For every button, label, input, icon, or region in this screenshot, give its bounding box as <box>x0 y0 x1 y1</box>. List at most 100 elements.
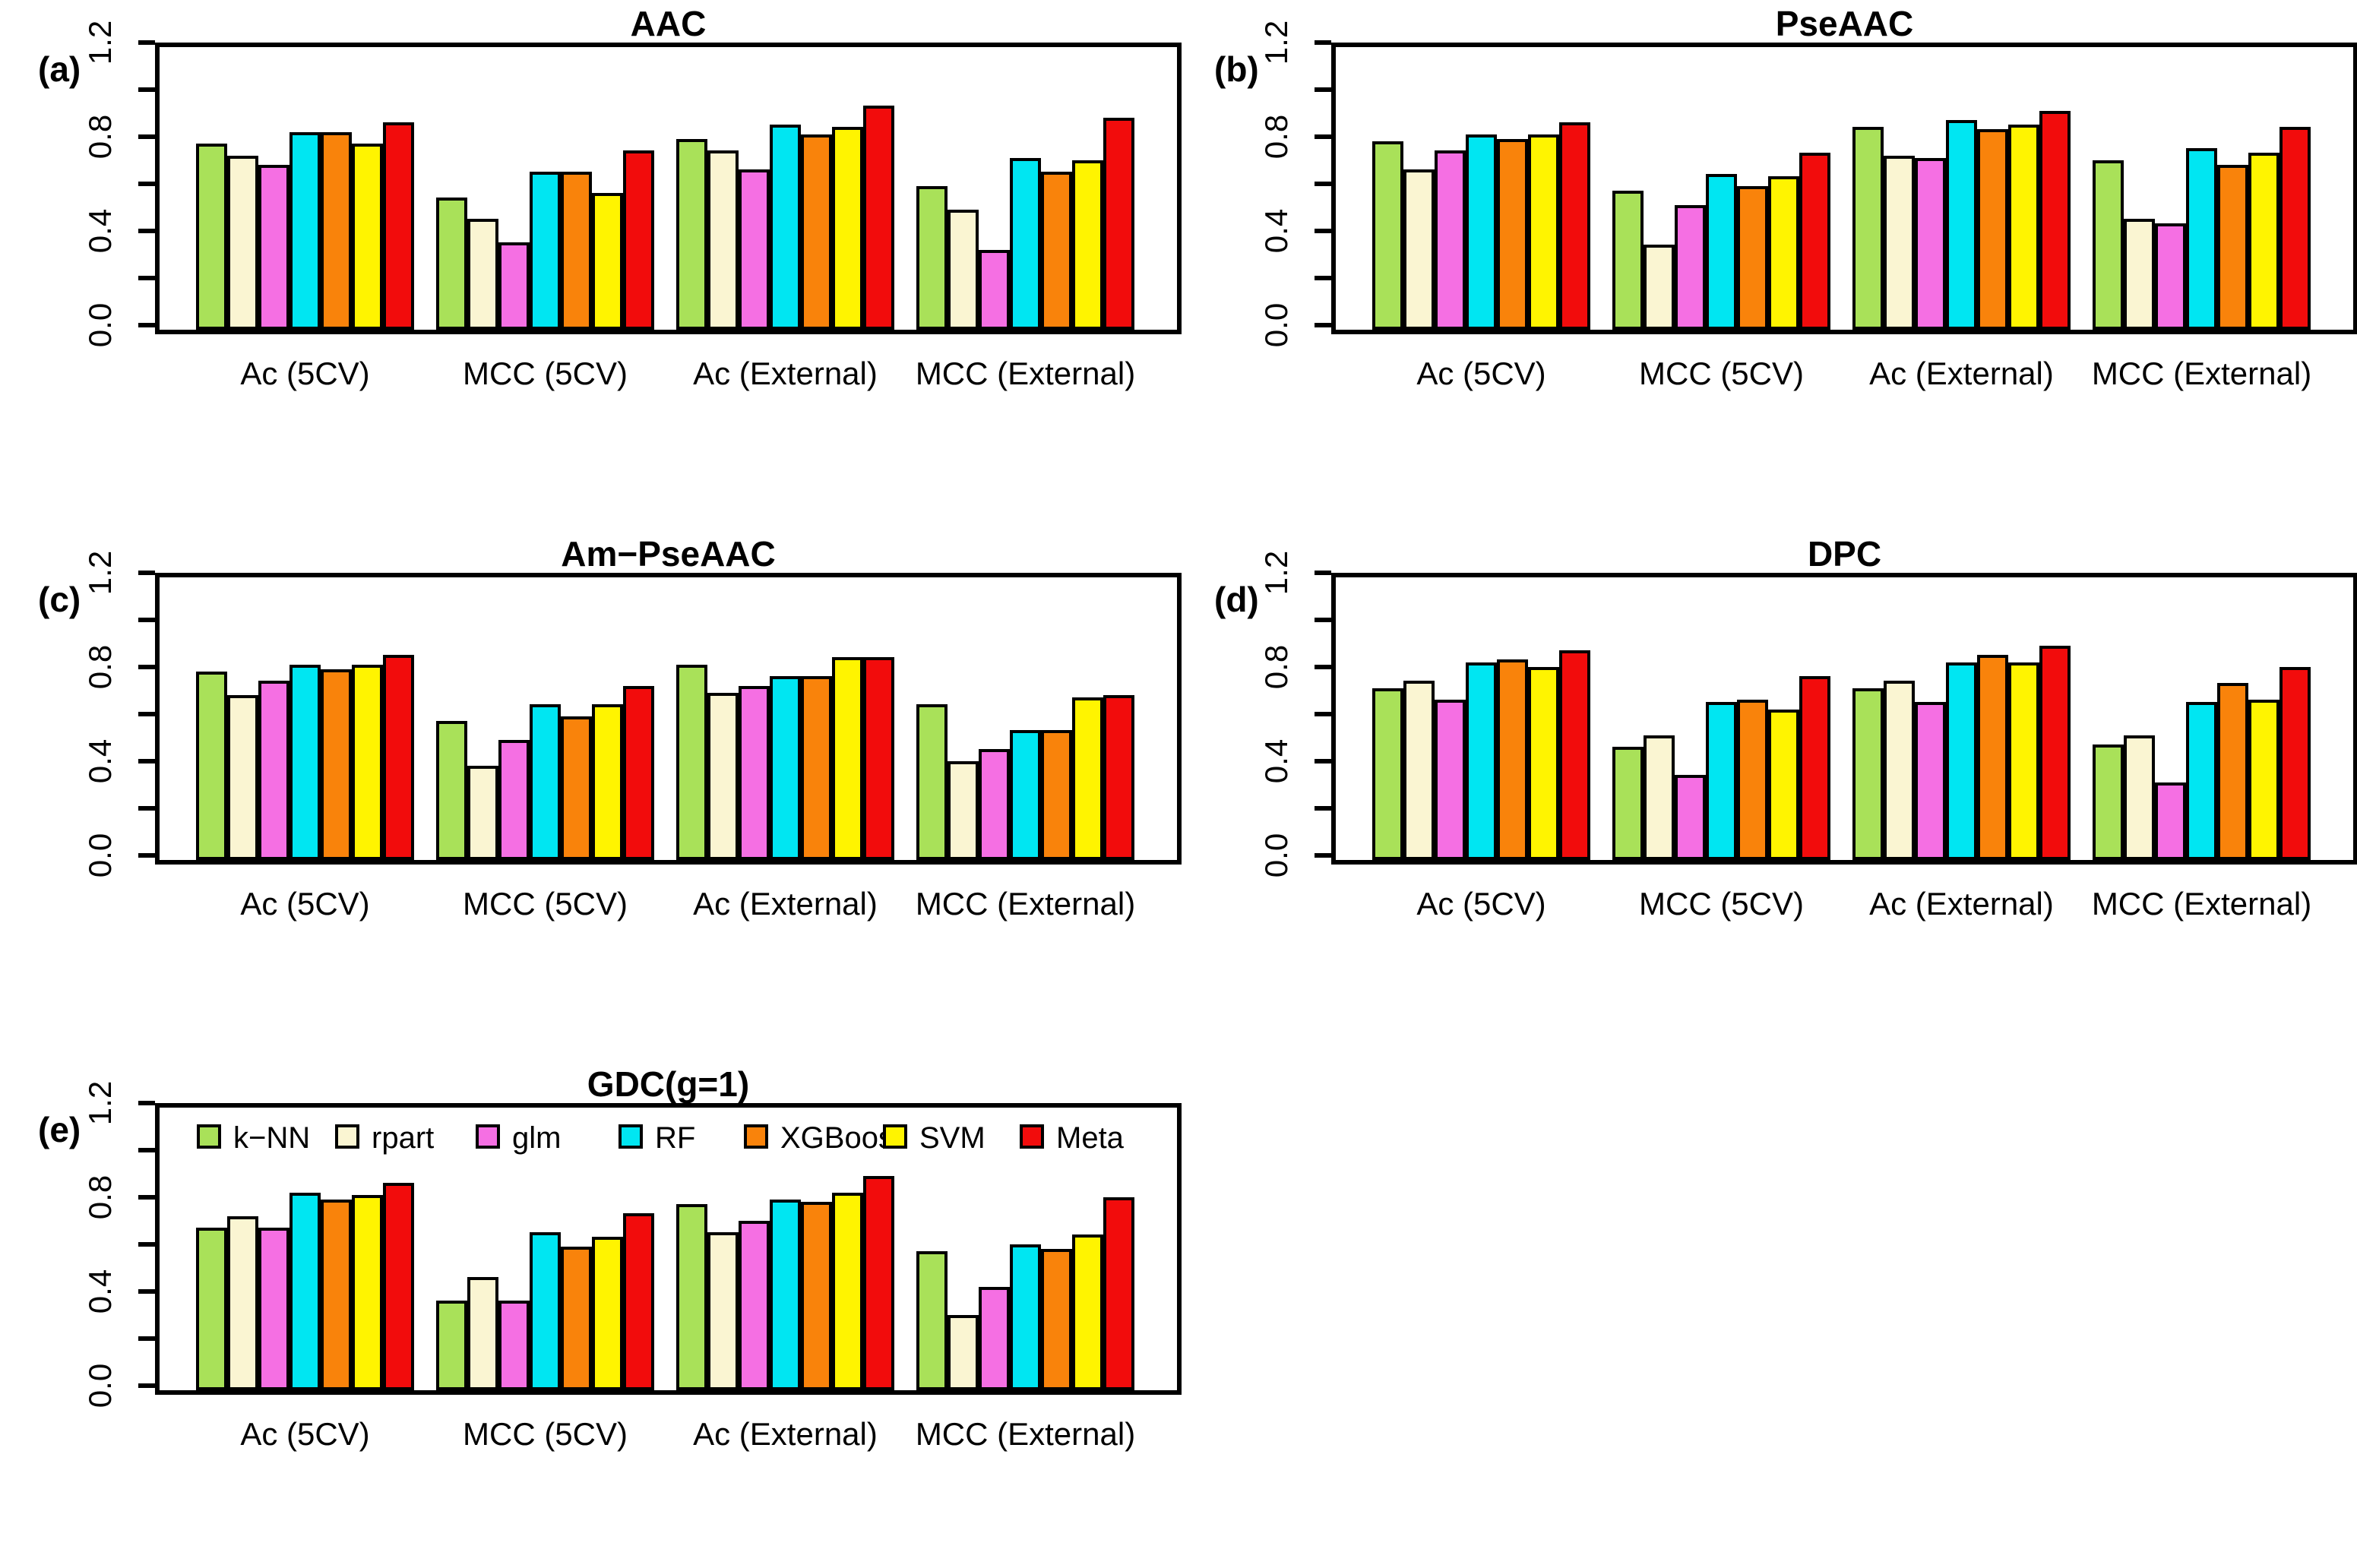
plot-inner: k−NN rpart glm RF XGBoost SVM Meta <box>160 1108 1177 1390</box>
bar-glm-ac-external <box>1915 158 1946 330</box>
x-axis-category-label: MCC (5CV) <box>1639 356 1804 391</box>
bar-k-nn-ac-external <box>1852 127 1884 330</box>
bar-rpart-mcc-5cv <box>1644 735 1675 860</box>
bar-k-nn-ac-external <box>676 1204 707 1390</box>
bar-glm-ac-external <box>739 1221 770 1390</box>
bar-rf-mcc-external <box>2186 702 2217 860</box>
bar-k-nn-ac-external <box>1852 688 1884 860</box>
legend-label: rpart <box>372 1121 435 1155</box>
bar-meta-ac-external <box>863 1176 894 1390</box>
x-axis-category-label: MCC (External) <box>915 886 1136 922</box>
bar-svm-mcc-5cv <box>1768 176 1799 330</box>
bar-k-nn-mcc-external <box>2093 160 2124 330</box>
bar-rf-ac-external <box>770 676 801 860</box>
bar-rf-ac-external <box>1946 662 1977 860</box>
bar-rpart-mcc-5cv <box>1644 245 1675 330</box>
bar-rf-mcc-external <box>2186 148 2217 330</box>
legend-swatch-rpart <box>335 1124 359 1149</box>
bar-glm-mcc-external <box>979 1287 1010 1390</box>
x-axis-category-label: Ac (External) <box>1869 356 2054 391</box>
bar-svm-mcc-external <box>2248 153 2279 330</box>
bar-meta-ac-5cv <box>1559 650 1590 860</box>
x-axis-category-label: MCC (External) <box>915 356 1136 391</box>
bar-k-nn-ac-external <box>676 139 707 330</box>
bar-k-nn-ac-5cv <box>196 672 227 860</box>
bar-glm-mcc-external <box>2155 782 2186 860</box>
chart-panel-pseaac: (b) PseAAC 0.0 0.4 0.8 1.2 Ac (5CV) MCC (5CV) Ac… <box>1176 0 2357 530</box>
y-axis-tick <box>138 1383 155 1388</box>
bar-k-nn-ac-5cv <box>1372 141 1403 330</box>
chart-title: GDC(g=1) <box>587 1064 750 1104</box>
bar-rf-mcc-5cv <box>530 172 561 330</box>
bar-rf-mcc-external <box>1010 1244 1041 1390</box>
chart-panel-aac: (a) AAC 0.0 0.4 0.8 1.2 Ac (5CV) MCC (5CV) Ac (E… <box>0 0 1182 530</box>
panel-letter: (b) <box>1214 49 1259 89</box>
y-axis-tick-label: 1.2 <box>82 1080 118 1126</box>
x-axis-category-label: MCC (External) <box>915 1416 1136 1452</box>
bar-rpart-ac-5cv <box>1403 681 1435 860</box>
bar-rpart-mcc-external <box>948 210 979 330</box>
bar-rpart-ac-5cv <box>1403 169 1435 330</box>
bar-svm-ac-external <box>832 127 863 330</box>
bar-svm-mcc-5cv <box>592 193 623 330</box>
bar-rf-ac-external <box>770 125 801 330</box>
bar-meta-mcc-5cv <box>1799 676 1830 860</box>
bar-rpart-ac-external <box>707 150 739 330</box>
bar-svm-ac-external <box>2008 125 2039 330</box>
bar-k-nn-mcc-5cv <box>436 198 467 330</box>
chart-title: AAC <box>630 4 707 43</box>
bar-rpart-mcc-external <box>948 1315 979 1390</box>
y-axis-tick <box>138 712 155 716</box>
y-axis-tick <box>138 1289 155 1294</box>
y-axis-tick <box>138 1148 155 1152</box>
bar-rpart-ac-external <box>1884 156 1915 330</box>
bar-xgboost-mcc-external <box>1041 1249 1072 1390</box>
y-axis-tick-label: 0.4 <box>1258 208 1294 254</box>
bar-xgboost-mcc-5cv <box>561 1247 592 1390</box>
panel-letter: (a) <box>38 49 81 89</box>
plot-inner <box>1336 47 2353 330</box>
bar-glm-ac-5cv <box>258 1228 289 1390</box>
bar-meta-mcc-external <box>1103 1197 1134 1390</box>
y-axis-tick-label: 0.0 <box>82 1363 118 1408</box>
bar-k-nn-mcc-5cv <box>436 721 467 860</box>
bar-rf-mcc-external <box>1010 730 1041 860</box>
bar-meta-mcc-5cv <box>623 686 654 860</box>
bar-glm-ac-external <box>739 169 770 330</box>
bar-rpart-mcc-external <box>2124 219 2155 330</box>
y-axis-tick <box>1315 853 1331 858</box>
x-axis-category-label: MCC (5CV) <box>463 356 628 391</box>
x-axis-category-label: Ac (External) <box>693 356 878 391</box>
y-axis-tick <box>1315 40 1331 45</box>
y-axis-tick-label: 0.4 <box>82 208 118 254</box>
bar-svm-ac-5cv <box>352 1195 383 1390</box>
bar-xgboost-ac-external <box>801 1202 832 1390</box>
bar-glm-ac-external <box>739 686 770 860</box>
y-axis-tick-label: 0.4 <box>82 1269 118 1314</box>
bar-xgboost-ac-5cv <box>321 669 352 860</box>
bar-rf-mcc-5cv <box>1706 702 1737 860</box>
plot-inner <box>160 577 1177 860</box>
y-axis-tick <box>138 571 155 575</box>
y-axis-tick <box>138 87 155 92</box>
x-axis-category-label: MCC (5CV) <box>1639 886 1804 922</box>
bar-glm-mcc-5cv <box>498 1301 530 1390</box>
legend-swatch-k-nn <box>197 1124 221 1149</box>
legend-label: RF <box>655 1121 696 1155</box>
bar-k-nn-ac-5cv <box>196 144 227 330</box>
bar-meta-ac-5cv <box>383 655 414 860</box>
y-axis-tick <box>1315 759 1331 763</box>
y-axis-tick <box>138 853 155 858</box>
bar-k-nn-mcc-external <box>916 186 948 330</box>
bar-rpart-ac-external <box>707 1232 739 1390</box>
bar-k-nn-mcc-5cv <box>1612 191 1644 330</box>
bar-rpart-mcc-5cv <box>467 1277 498 1390</box>
bar-rpart-ac-5cv <box>227 1216 258 1390</box>
y-axis-tick <box>138 665 155 669</box>
y-axis-tick-label: 0.0 <box>82 833 118 878</box>
y-axis-tick <box>1315 276 1331 280</box>
bar-meta-ac-5cv <box>383 1183 414 1390</box>
plot-area: k−NN rpart glm RF XGBoost SVM Meta 0.0 0.4 0.8 1.2 <box>82 1081 1182 1408</box>
bar-k-nn-mcc-external <box>916 1251 948 1390</box>
bar-glm-mcc-external <box>2155 223 2186 330</box>
